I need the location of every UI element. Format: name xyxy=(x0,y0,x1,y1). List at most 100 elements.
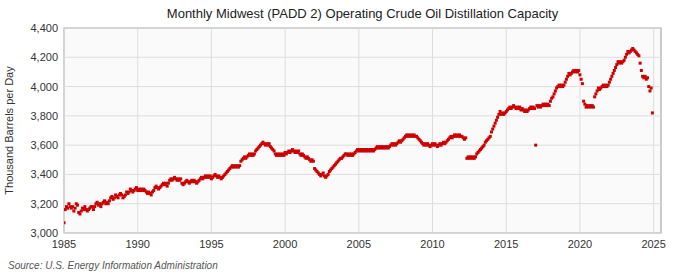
point xyxy=(166,185,169,188)
point xyxy=(495,119,498,122)
plot-frame xyxy=(64,28,661,233)
point xyxy=(297,150,300,153)
x-grid-line xyxy=(137,28,138,233)
x-tick-label: 1985 xyxy=(52,238,76,250)
point xyxy=(491,128,494,131)
point xyxy=(577,69,580,72)
point xyxy=(76,204,79,207)
point xyxy=(117,196,120,199)
point xyxy=(78,212,81,215)
title: Monthly Midwest (PADD 2) Operating Crude… xyxy=(167,6,559,21)
point xyxy=(108,199,111,202)
point xyxy=(93,205,96,208)
point xyxy=(167,182,170,185)
point xyxy=(648,89,651,92)
x-tick-label: 1990 xyxy=(125,238,149,250)
point xyxy=(534,144,537,147)
point xyxy=(639,62,642,65)
point xyxy=(273,150,276,153)
point xyxy=(67,202,70,205)
point xyxy=(562,84,565,87)
point xyxy=(496,116,499,119)
point xyxy=(74,207,77,210)
point xyxy=(624,56,627,59)
point xyxy=(551,95,554,98)
x-grid-line xyxy=(285,28,286,233)
x-grid-line xyxy=(506,28,507,233)
y-grid-line xyxy=(64,145,661,146)
y-tick-label: 3,200 xyxy=(30,198,58,210)
y-tick-label: 4,000 xyxy=(30,81,58,93)
source-note: Source: U.S. Energy Information Administ… xyxy=(8,260,218,271)
point xyxy=(99,205,102,208)
point xyxy=(650,87,653,90)
y-grid-line xyxy=(64,174,661,175)
point xyxy=(592,106,595,109)
point xyxy=(474,155,477,158)
x-grid-line xyxy=(211,28,212,233)
x-tick-label: 2000 xyxy=(273,238,297,250)
point xyxy=(610,75,613,78)
x-tick-label: 2005 xyxy=(347,238,371,250)
point xyxy=(327,173,330,176)
point xyxy=(580,78,583,81)
point xyxy=(238,164,241,167)
y-tick-label: 3,800 xyxy=(30,110,58,122)
x-tick-label: 2010 xyxy=(420,238,444,250)
x-grid-line xyxy=(432,28,433,233)
point xyxy=(553,92,556,95)
point xyxy=(593,95,596,98)
point xyxy=(312,160,315,163)
point xyxy=(150,193,153,196)
chart-svg: 3,0003,2003,4003,6003,8004,0004,2004,400… xyxy=(0,0,675,275)
point xyxy=(92,208,95,211)
y-grid-line xyxy=(64,86,661,87)
x-grid-line xyxy=(358,28,359,233)
x-grid-line xyxy=(64,28,65,233)
point xyxy=(322,171,325,174)
point xyxy=(494,122,497,125)
point xyxy=(613,69,616,72)
point xyxy=(483,144,486,147)
point xyxy=(607,84,610,87)
point xyxy=(581,82,584,85)
y-grid-line xyxy=(64,203,661,204)
point xyxy=(64,221,66,224)
point xyxy=(640,69,643,72)
point xyxy=(268,142,271,145)
point xyxy=(623,59,626,62)
x-tick-label: 2025 xyxy=(641,238,665,250)
point xyxy=(253,152,256,155)
point xyxy=(107,202,110,205)
point xyxy=(492,125,495,128)
point xyxy=(637,54,640,57)
point xyxy=(72,210,75,213)
point xyxy=(594,92,597,95)
x-grid-line xyxy=(579,28,580,233)
point xyxy=(179,177,182,180)
y-grid-line xyxy=(64,57,661,58)
x-tick-label: 2015 xyxy=(494,238,518,250)
y-grid-line xyxy=(64,28,661,29)
point xyxy=(548,104,551,107)
point xyxy=(152,189,155,192)
point xyxy=(564,81,567,84)
x-tick-label: 2020 xyxy=(568,238,592,250)
point xyxy=(612,72,615,75)
point xyxy=(464,136,467,139)
y-axis-label: Thousand Barrels per Day xyxy=(3,66,15,195)
point xyxy=(490,130,493,133)
grid xyxy=(64,28,661,233)
point xyxy=(554,89,557,92)
point xyxy=(489,135,492,138)
point xyxy=(614,66,617,69)
y-tick-label: 3,600 xyxy=(30,139,58,151)
y-grid-line xyxy=(64,115,661,116)
y-grid-line xyxy=(64,233,661,234)
points xyxy=(64,47,654,224)
x-grid-line xyxy=(653,28,654,233)
y-tick-label: 4,400 xyxy=(30,22,58,34)
point xyxy=(646,76,649,79)
point xyxy=(83,205,86,208)
point xyxy=(549,100,552,103)
